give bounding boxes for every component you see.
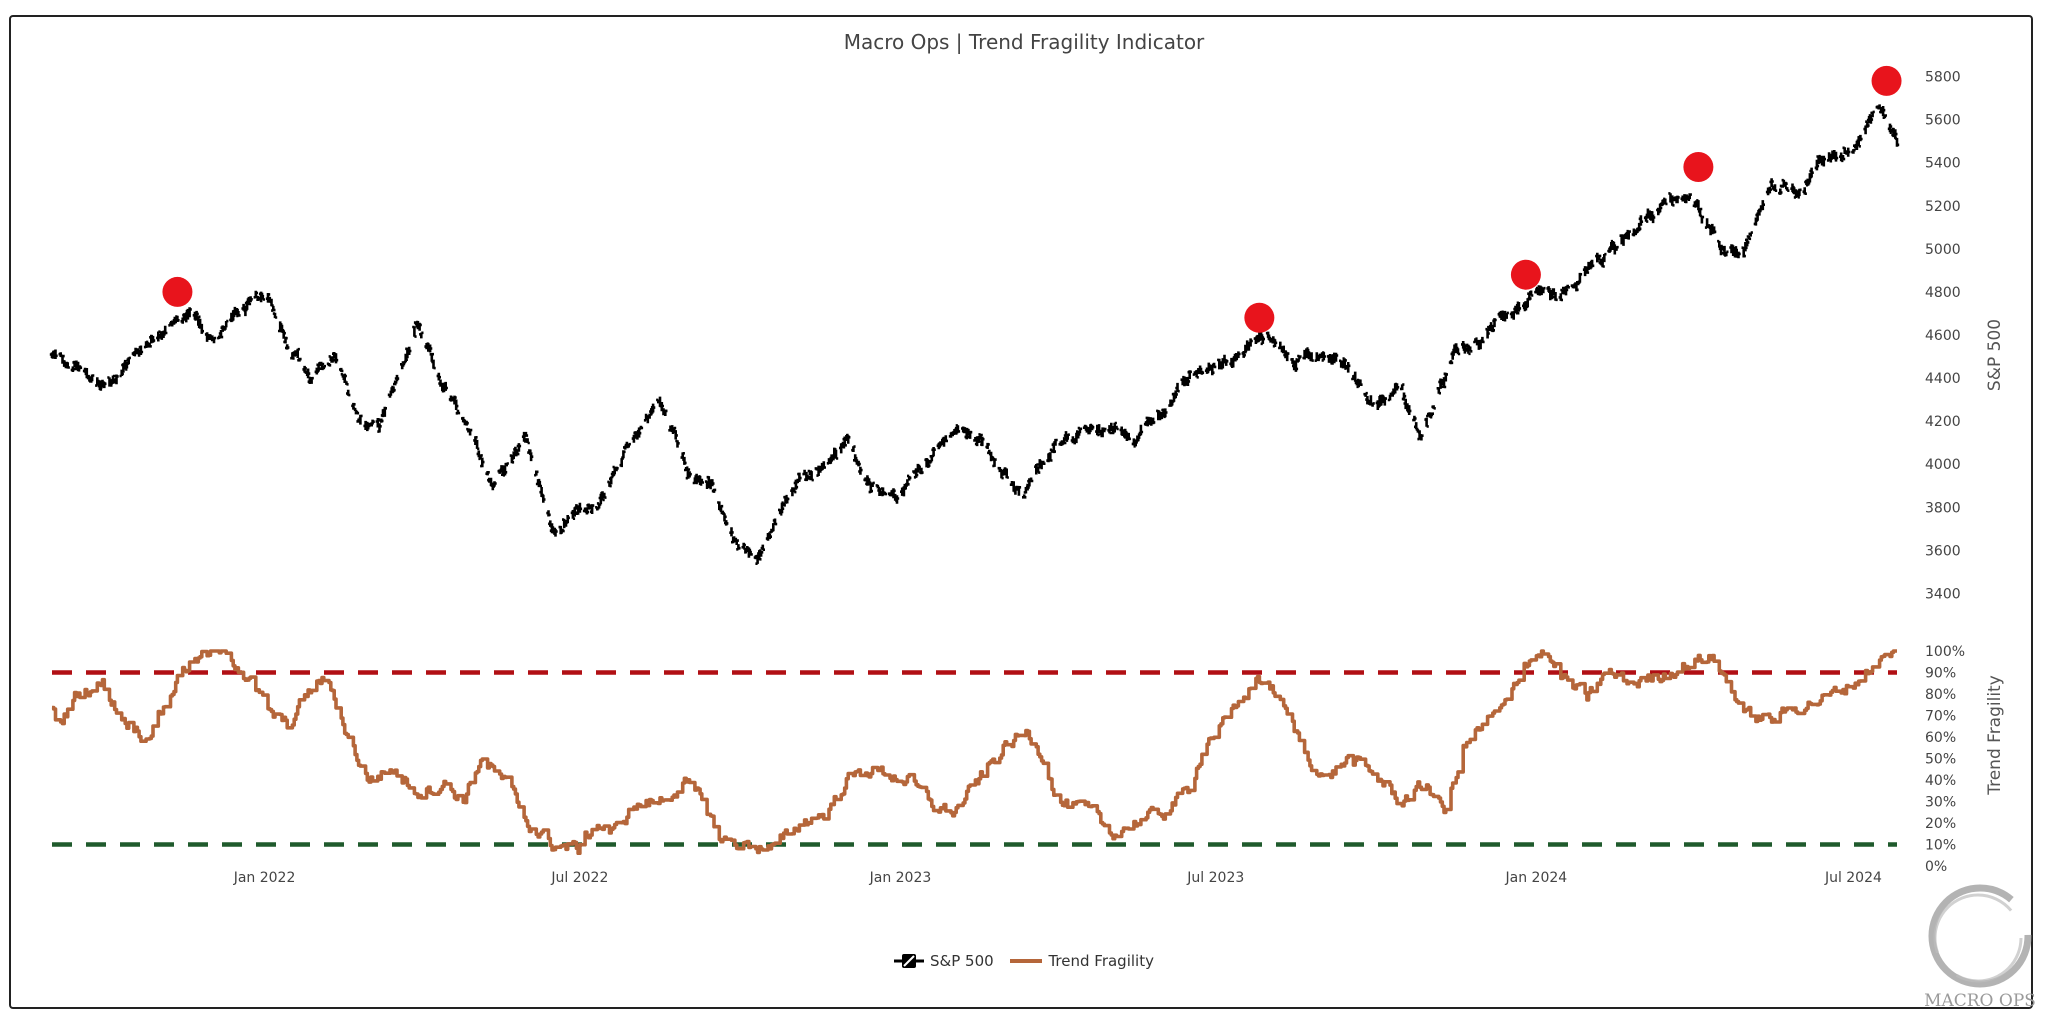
indicator-tick-label: 90%: [1925, 666, 1956, 682]
x-tick-label: Jan 2024: [1505, 870, 1568, 886]
x-tick-label: Jan 2023: [869, 870, 932, 886]
signal-marker-1: [162, 276, 193, 307]
chart-title: Macro Ops | Trend Fragility Indicator: [843, 30, 1205, 54]
x-tick-label: Jul 2022: [550, 870, 608, 886]
legend-item-trend-fragility[interactable]: Trend Fragility: [1010, 952, 1154, 970]
macro-ops-logo: MACRO OPS: [1924, 884, 2036, 1011]
x-tick-label: Jan 2022: [233, 870, 296, 886]
signal-markers: [162, 65, 1902, 333]
price-tick-label: 3800: [1925, 500, 1961, 516]
line-swatch-icon: [1010, 959, 1043, 963]
price-tick-label: 5000: [1925, 242, 1961, 258]
price-tick-label: 4200: [1925, 414, 1961, 430]
price-tick-label: 4000: [1925, 457, 1961, 473]
indicator-tick-label: 80%: [1925, 687, 1956, 703]
signal-marker-5: [1871, 65, 1902, 96]
signal-marker-2: [1244, 302, 1275, 333]
legend-label-sp500: S&P 500: [930, 952, 994, 970]
legend: S&P 500 Trend Fragility: [0, 952, 2048, 974]
x-axis: Jan 2022 Jul 2022 Jan 2023 Jul 2023 Jan 2024…: [233, 870, 1882, 886]
indicator-panel: [51, 649, 1898, 855]
indicator-axis: 0% 10% 20% 30% 40% 50% 60% 70% 80% 90% 100%: [1925, 644, 1965, 875]
signal-marker-4: [1683, 152, 1714, 182]
ohlc-swatch-icon: [894, 954, 925, 968]
indicator-tick-label: 0%: [1925, 859, 1947, 875]
price-axis: 3400 3600 3800 4000 4200 4400 4600 4800 5000 5200…: [1925, 70, 1961, 603]
price-tick-label: 4600: [1925, 328, 1961, 344]
indicator-tick-label: 100%: [1925, 644, 1965, 660]
price-tick-label: 4400: [1925, 371, 1961, 387]
x-tick-label: Jul 2024: [1824, 870, 1882, 886]
price-tick-label: 3600: [1925, 543, 1961, 559]
logo-text: MACRO OPS: [1924, 991, 2036, 1011]
signal-marker-3: [1510, 259, 1541, 290]
price-tick-label: 5200: [1925, 199, 1961, 215]
indicator-tick-label: 70%: [1925, 709, 1956, 725]
indicator-tick-label: 20%: [1925, 816, 1956, 832]
indicator-axis-title: Trend Fragility: [1985, 675, 2005, 796]
price-tick-label: 5800: [1925, 70, 1961, 86]
price-axis-title: S&P 500: [1985, 319, 2005, 391]
x-tick-label: Jul 2023: [1186, 870, 1244, 886]
legend-label-trend-fragility: Trend Fragility: [1048, 952, 1154, 970]
indicator-tick-label: 40%: [1925, 773, 1956, 789]
trend-fragility-series: [51, 649, 1898, 855]
sp500-ohlc-series: [49, 104, 1900, 565]
price-tick-label: 4800: [1925, 285, 1961, 301]
legend-item-sp500[interactable]: S&P 500: [894, 952, 994, 970]
indicator-tick-label: 30%: [1925, 795, 1956, 811]
indicator-tick-label: 60%: [1925, 730, 1956, 746]
indicator-tick-label: 10%: [1925, 838, 1956, 854]
price-tick-label: 3400: [1925, 586, 1961, 602]
price-tick-label: 5400: [1925, 156, 1961, 172]
indicator-tick-label: 50%: [1925, 752, 1956, 768]
price-tick-label: 5600: [1925, 113, 1961, 129]
threshold-lines: [52, 670, 1897, 847]
price-panel: [49, 104, 1900, 565]
